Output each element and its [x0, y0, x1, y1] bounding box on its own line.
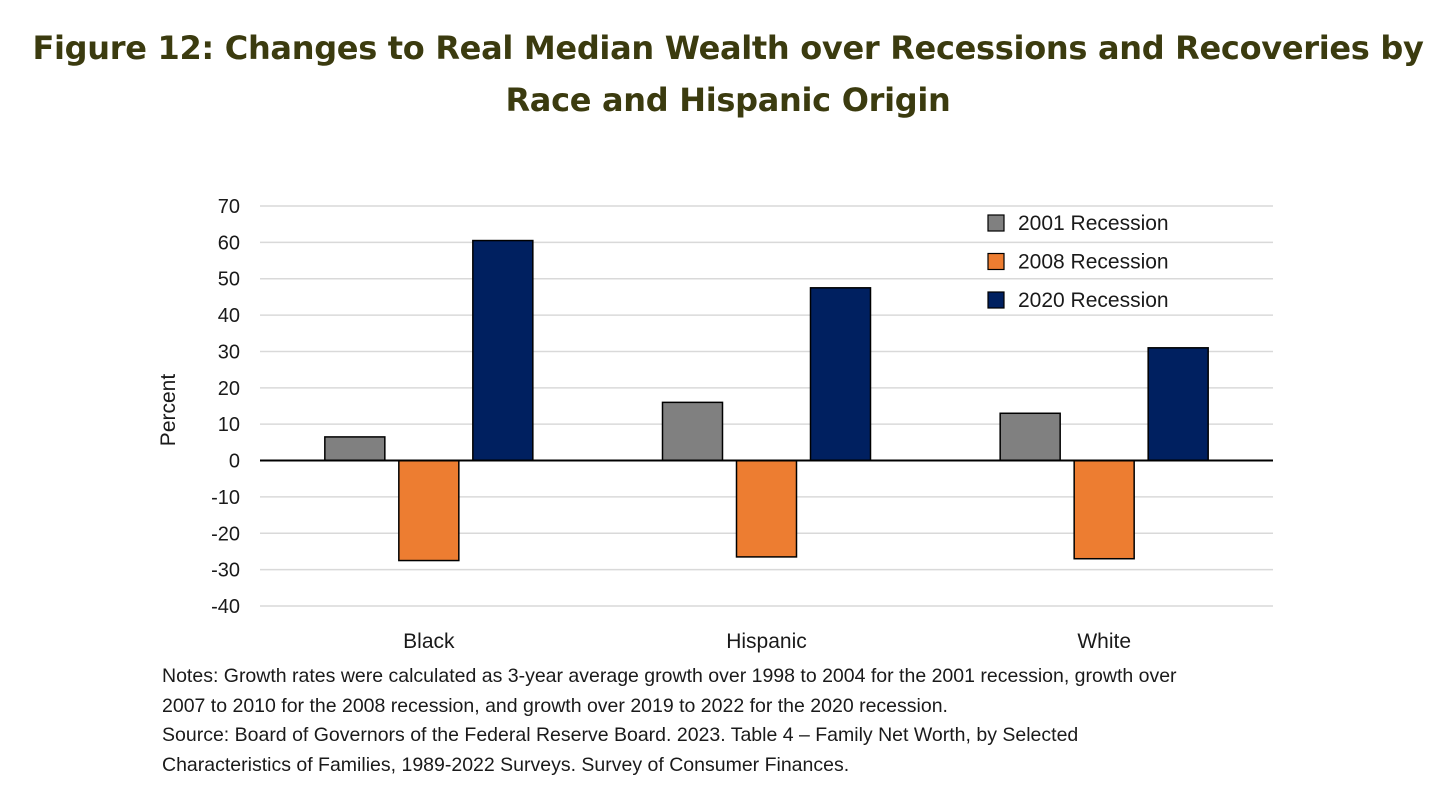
bar — [735, 459, 798, 558]
x-category-label: White — [1077, 630, 1131, 653]
y-tick-label: 0 — [229, 451, 240, 473]
bar — [1147, 347, 1209, 462]
chart-notes: Notes: Growth rates were calculated as 3… — [162, 662, 1362, 780]
y-tick-label: 70 — [218, 196, 240, 218]
legend-label: 2008 Recession — [1018, 251, 1169, 274]
figure-title-line-1: Figure 12: Changes to Real Median Wealth… — [32, 29, 1424, 67]
bar — [661, 401, 724, 462]
y-tick-label: -40 — [211, 596, 240, 618]
source-line-2: Characteristics of Families, 1989-2022 S… — [162, 753, 850, 776]
x-category-label: Hispanic — [726, 630, 807, 653]
bar — [324, 436, 386, 462]
figure-title-line-2: Race and Hispanic Origin — [505, 81, 951, 119]
y-tick-label: -30 — [211, 560, 240, 582]
bar — [472, 239, 534, 462]
bar — [1073, 459, 1135, 560]
bar — [999, 412, 1061, 462]
bar — [809, 287, 872, 462]
y-tick-label: 20 — [218, 378, 240, 400]
y-tick-label: 50 — [218, 269, 240, 291]
y-axis-title: Percent — [157, 374, 180, 447]
legend-label: 2001 Recession — [1018, 212, 1169, 235]
y-tick-label: -10 — [211, 487, 240, 509]
y-tick-label: 10 — [218, 414, 240, 436]
notes-line-2: 2007 to 2010 for the 2008 recession, and… — [162, 694, 948, 717]
legend-swatch — [987, 214, 1005, 232]
bar — [398, 459, 460, 562]
legend-label: 2020 Recession — [1018, 289, 1169, 312]
notes-line-1: Notes: Growth rates were calculated as 3… — [162, 665, 1177, 687]
y-tick-label: 60 — [218, 232, 240, 254]
x-category-label: Black — [403, 630, 455, 653]
y-tick-label: 40 — [218, 305, 240, 327]
figure-title: Figure 12: Changes to Real Median Wealth… — [0, 22, 1456, 126]
y-tick-label: 30 — [218, 341, 240, 363]
legend-swatch — [987, 291, 1005, 309]
y-tick-label: -20 — [211, 523, 240, 545]
legend-swatch — [987, 252, 1005, 271]
source-line-1: Source: Board of Governors of the Federa… — [162, 724, 1079, 746]
